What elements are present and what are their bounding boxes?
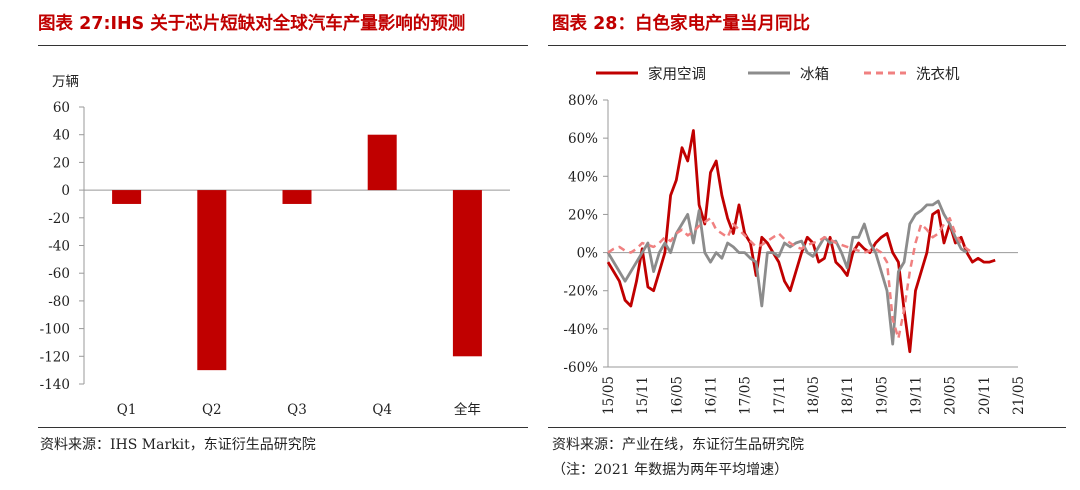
title-rule (548, 45, 1066, 46)
x-tick-label: 18/11 (840, 376, 856, 415)
bar-chart-source: 资料来源：IHS Markit，东证衍生品研究院 (40, 437, 316, 453)
y-tick-label: 20% (568, 207, 598, 223)
bar-Q1 (112, 190, 142, 204)
y-tick-label: 20 (53, 155, 70, 171)
y-tick-label: -100 (40, 322, 70, 338)
x-tick-label: 17/05 (738, 376, 754, 415)
bar-chart-panel: 图表 27:IHS 关于芯片短缺对全球汽车产量影响的预测 万辆 60 40 20 0 -2… (0, 0, 528, 490)
x-tick-label: 15/05 (601, 376, 617, 415)
bar-Q4 (367, 134, 397, 191)
y-tick-label: -20 (48, 211, 70, 227)
series-line-2 (606, 199, 968, 346)
source-rule (38, 427, 528, 428)
bar-Q3 (282, 190, 312, 204)
y-tick-label: 40% (568, 169, 598, 185)
legend-label-1: 家用空调 (648, 66, 706, 83)
series-line-1 (606, 129, 996, 354)
y-tick-label: -20% (563, 284, 598, 300)
line-chart-panel: 图表 28：白色家电产量当月同比 家用空调 冰箱 洗衣机 80% 60% 40% 20% 0%… (548, 0, 1080, 490)
x-tick-label: 15/11 (635, 376, 651, 415)
x-tick-label: 20/11 (977, 376, 993, 415)
x-tick-label: 20/05 (943, 376, 959, 415)
y-tick-label: -60 (48, 266, 70, 282)
x-tick-label: 全年 (454, 401, 481, 418)
legend-label-2: 冰箱 (800, 66, 829, 83)
x-tick-label: Q4 (372, 402, 392, 418)
x-tick-label: Q1 (117, 402, 137, 418)
x-tick-label: Q2 (202, 402, 222, 418)
y-tick-label: 60 (53, 100, 70, 116)
x-tick-label: 16/05 (669, 376, 685, 415)
y-tick-label: 0 (61, 183, 70, 199)
y-tick-label: 40 (53, 128, 70, 144)
x-tick-label: 16/11 (704, 376, 720, 415)
line-chart-note: （注：2021 年数据为两年平均增速） (552, 462, 789, 478)
series-line-3 (607, 216, 974, 340)
line-chart: 家用空调 冰箱 洗衣机 80% 60% 40% 20% 0% -20% -40% -60%15/05… (563, 66, 1027, 415)
x-tick-label: 21/05 (1011, 376, 1027, 415)
bar-全年 (452, 190, 482, 357)
y-tick-label: 60% (568, 131, 598, 147)
y-tick-label: -40% (563, 322, 598, 338)
line-chart-title: 图表 28：白色家电产量当月同比 (552, 14, 810, 34)
y-axis-unit-label: 万辆 (52, 74, 79, 90)
bar-Q2 (197, 190, 227, 371)
bar-chart-title: 图表 27:IHS 关于芯片短缺对全球汽车产量影响的预测 (38, 14, 466, 34)
x-tick-label: 19/11 (909, 376, 925, 415)
x-tick-label: 19/05 (874, 376, 890, 415)
y-tick-label: -60% (563, 360, 598, 376)
y-tick-label: 80% (568, 93, 598, 109)
y-tick-label: 0% (577, 246, 599, 262)
line-chart-source: 资料来源：产业在线，东证衍生品研究院 (552, 437, 804, 453)
x-tick-label: Q3 (287, 402, 307, 418)
y-tick-label: -120 (40, 349, 70, 365)
x-tick-label: 17/11 (772, 376, 788, 415)
x-tick-label: 18/05 (806, 376, 822, 415)
source-rule (548, 427, 1066, 428)
title-rule (38, 45, 528, 46)
y-tick-label: -40 (48, 239, 70, 255)
y-tick-label: -80 (48, 294, 70, 310)
legend-label-3: 洗衣机 (916, 66, 960, 83)
bar-chart: 万辆 60 40 20 0 -20 -40 -60 -80 -100 -120 -140 Q1 Q2 Q3 Q… (40, 74, 510, 418)
y-tick-label: -140 (40, 377, 70, 393)
